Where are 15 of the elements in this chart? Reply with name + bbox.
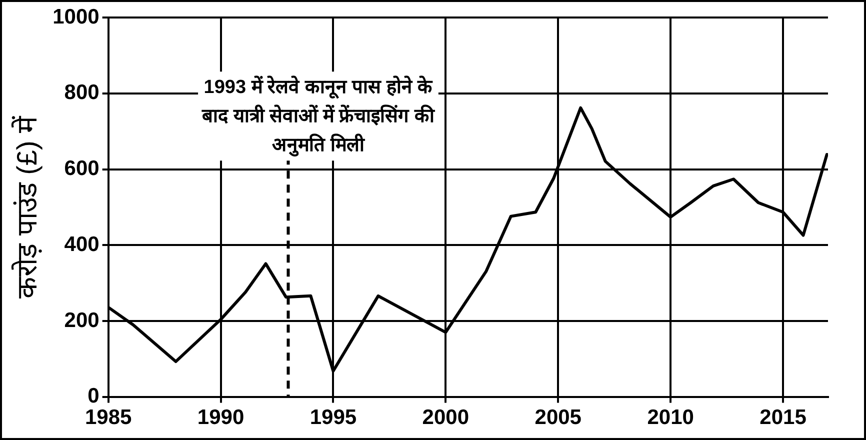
x-tick-label: 2005 <box>534 406 582 430</box>
ref-line-label: 1993 में रेलवे कानून पास होने के बाद यात्री सेवाओं में फ्रेंचाइसिंग की अनुमति मिली <box>201 74 436 157</box>
x-tick-label: 1985 <box>84 406 132 430</box>
y-tick-label: 1000 <box>52 5 100 28</box>
y-tick-label: 800 <box>64 81 100 104</box>
y-tick-label: 200 <box>64 308 100 332</box>
y-tick-label: 600 <box>64 157 100 180</box>
x-tick-label: 1990 <box>197 406 244 430</box>
x-tick-label: 2000 <box>422 406 470 430</box>
x-tick-label: 1995 <box>310 406 357 430</box>
y-tick-label: 0 <box>88 384 100 408</box>
y-tick-label: 400 <box>64 232 100 256</box>
y-axis-title: करोड़ पाउंड (£) में <box>10 114 43 298</box>
x-tick-label: 2010 <box>647 406 694 430</box>
x-tick-label: 2015 <box>760 406 807 430</box>
